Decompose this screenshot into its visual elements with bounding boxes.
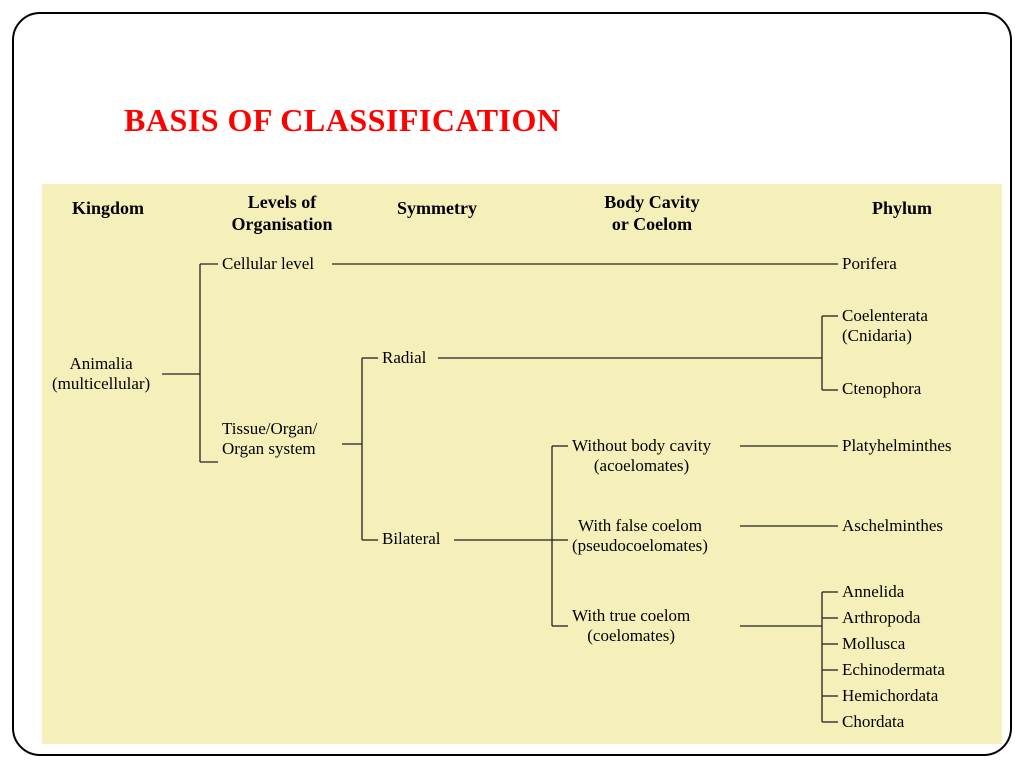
- classification-diagram: Kingdom Levels ofOrganisation Symmetry B…: [42, 184, 1002, 744]
- node-without: Without body cavity(acoelomates): [572, 436, 711, 477]
- node-aschel: Aschelminthes: [842, 516, 943, 536]
- slide-frame: BASIS OF CLASSIFICATION Kingdom Levels o…: [12, 12, 1012, 756]
- node-bilateral: Bilateral: [382, 529, 441, 549]
- header-levels: Levels ofOrganisation: [217, 192, 347, 235]
- node-coelenterata: Coelenterata(Cnidaria): [842, 306, 928, 347]
- node-platy: Platyhelminthes: [842, 436, 952, 456]
- node-cellular: Cellular level: [222, 254, 314, 274]
- header-kingdom: Kingdom: [72, 198, 144, 220]
- node-radial: Radial: [382, 348, 426, 368]
- node-mollusca: Mollusca: [842, 634, 905, 654]
- header-symmetry: Symmetry: [397, 198, 477, 220]
- node-animalia: Animalia(multicellular): [52, 354, 150, 395]
- node-chordata: Chordata: [842, 712, 904, 732]
- header-phylum: Phylum: [872, 198, 932, 220]
- header-cavity: Body Cavityor Coelom: [582, 192, 722, 235]
- node-ctenophora: Ctenophora: [842, 379, 921, 399]
- node-annelida: Annelida: [842, 582, 904, 602]
- slide-title: BASIS OF CLASSIFICATION: [124, 102, 561, 139]
- node-echino: Echinodermata: [842, 660, 945, 680]
- node-true: With true coelom(coelomates): [572, 606, 690, 647]
- node-arthropoda: Arthropoda: [842, 608, 920, 628]
- node-hemi: Hemichordata: [842, 686, 938, 706]
- node-porifera: Porifera: [842, 254, 897, 274]
- node-false: With false coelom(pseudocoelomates): [572, 516, 708, 557]
- node-tissue: Tissue/Organ/Organ system: [222, 419, 317, 460]
